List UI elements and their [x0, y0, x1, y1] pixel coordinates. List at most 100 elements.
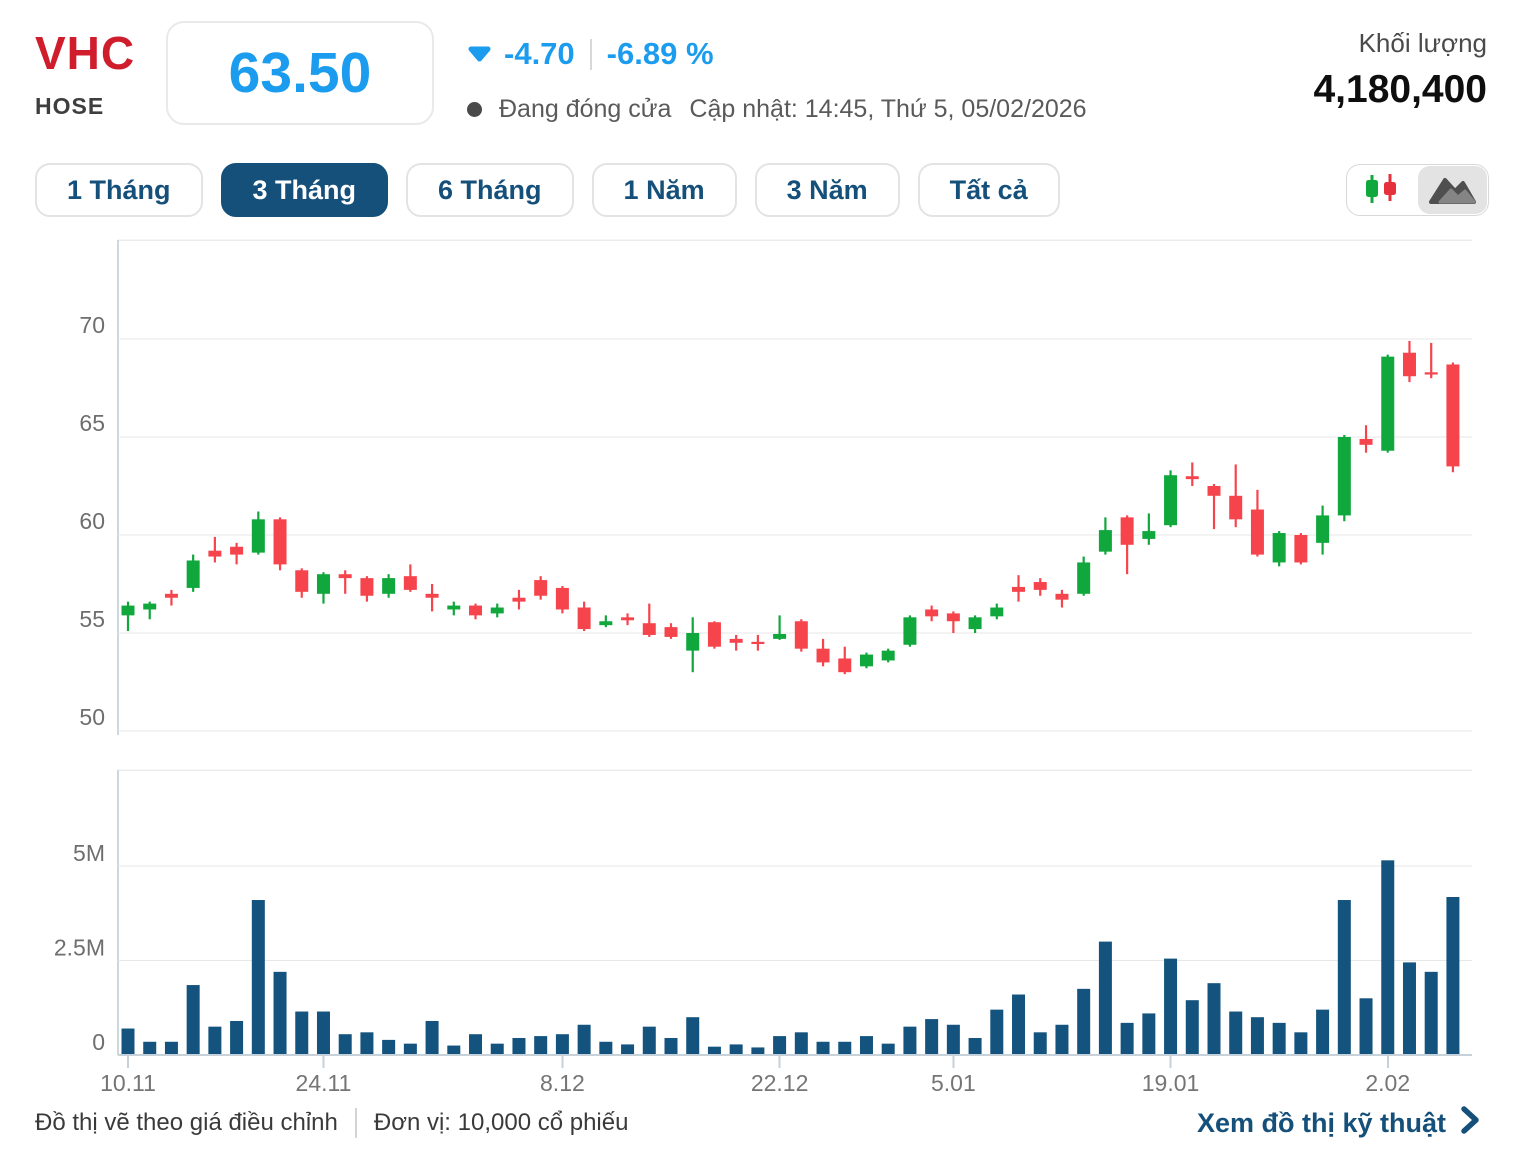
volume-bar[interactable]	[512, 1037, 526, 1055]
candle[interactable]	[816, 638, 830, 667]
candle[interactable]	[1098, 517, 1112, 555]
volume-bar[interactable]	[838, 1041, 852, 1055]
candle[interactable]	[621, 613, 635, 626]
candle[interactable]	[447, 601, 461, 616]
area-view-button[interactable]	[1417, 166, 1487, 214]
tab-1-nam[interactable]: 1 Năm	[591, 163, 737, 217]
candle[interactable]	[707, 621, 721, 649]
candle[interactable]	[1424, 342, 1438, 379]
volume-bar[interactable]	[382, 1039, 396, 1055]
volume-bar[interactable]	[621, 1044, 635, 1055]
candle[interactable]	[1207, 484, 1221, 530]
volume-bar[interactable]	[990, 1009, 1004, 1055]
volume-bar[interactable]	[773, 1036, 787, 1055]
candle[interactable]	[164, 589, 178, 606]
volume-bar[interactable]	[599, 1041, 613, 1055]
volume-bar[interactable]	[729, 1044, 743, 1055]
tab-6-thang[interactable]: 6 Tháng	[406, 163, 574, 217]
candle[interactable]	[925, 605, 939, 622]
volume-bar[interactable]	[1402, 962, 1416, 1055]
volume-bar[interactable]	[1164, 958, 1178, 1055]
candle[interactable]	[1446, 362, 1460, 473]
volume-bar[interactable]	[295, 1011, 309, 1055]
tab-3-thang[interactable]: 3 Tháng	[220, 163, 389, 217]
candle[interactable]	[1337, 435, 1351, 522]
volume-bar[interactable]	[816, 1041, 830, 1055]
candle[interactable]	[512, 589, 526, 610]
volume-bar[interactable]	[186, 985, 200, 1055]
volume-bar[interactable]	[360, 1032, 374, 1055]
candle[interactable]	[1142, 513, 1156, 545]
volume-bar[interactable]	[1424, 971, 1438, 1055]
candle[interactable]	[1185, 462, 1199, 486]
volume-bar[interactable]	[686, 1017, 700, 1055]
volume-bar[interactable]	[1229, 1011, 1243, 1055]
candle[interactable]	[295, 568, 309, 598]
candle[interactable]	[403, 564, 417, 592]
candle[interactable]	[121, 601, 135, 632]
candle[interactable]	[186, 554, 200, 592]
candle[interactable]	[534, 576, 548, 600]
volume-bar[interactable]	[338, 1034, 352, 1055]
volume-bar[interactable]	[1446, 896, 1460, 1055]
candle[interactable]	[946, 611, 960, 633]
candle[interactable]	[794, 619, 808, 652]
candle[interactable]	[1294, 533, 1308, 565]
candle[interactable]	[338, 570, 352, 594]
volume-bar[interactable]	[577, 1024, 591, 1055]
candle[interactable]	[469, 603, 483, 620]
candle[interactable]	[1055, 589, 1069, 608]
volume-bar[interactable]	[642, 1026, 656, 1055]
candle[interactable]	[1250, 489, 1264, 557]
candle[interactable]	[664, 623, 678, 639]
volume-bar[interactable]	[1359, 998, 1373, 1055]
volume-bar[interactable]	[208, 1026, 222, 1055]
candle[interactable]	[425, 584, 439, 612]
volume-bar[interactable]	[273, 971, 287, 1055]
volume-bar[interactable]	[751, 1047, 765, 1055]
candle[interactable]	[1120, 515, 1134, 575]
candle[interactable]	[208, 536, 222, 563]
volume-bar[interactable]	[1294, 1032, 1308, 1055]
candle[interactable]	[273, 517, 287, 571]
volume-bar[interactable]	[425, 1020, 439, 1055]
candle[interactable]	[1033, 578, 1047, 596]
candle[interactable]	[751, 634, 765, 651]
volume-bar[interactable]	[1012, 994, 1026, 1055]
candle[interactable]	[251, 511, 265, 555]
volume-bar[interactable]	[707, 1046, 721, 1055]
candle[interactable]	[903, 615, 917, 647]
volume-bar[interactable]	[664, 1037, 678, 1055]
volume-bar[interactable]	[859, 1036, 873, 1055]
candle[interactable]	[360, 576, 374, 602]
volume-bar[interactable]	[555, 1034, 569, 1055]
candlestick-view-button[interactable]	[1347, 165, 1417, 215]
candle[interactable]	[1381, 354, 1395, 453]
tab-tat-ca[interactable]: Tất cả	[917, 163, 1060, 217]
volume-bar[interactable]	[403, 1043, 417, 1055]
volume-bar[interactable]	[164, 1041, 178, 1055]
volume-bar[interactable]	[1185, 1000, 1199, 1055]
volume-bar[interactable]	[1316, 1009, 1330, 1055]
candle[interactable]	[230, 542, 244, 565]
candle[interactable]	[642, 603, 656, 637]
candle[interactable]	[143, 601, 157, 620]
candle[interactable]	[577, 601, 591, 632]
candle[interactable]	[773, 615, 787, 640]
volume-bar[interactable]	[447, 1045, 461, 1055]
volume-bar[interactable]	[881, 1043, 895, 1055]
volume-bar[interactable]	[1272, 1022, 1286, 1055]
candle[interactable]	[382, 574, 396, 598]
volume-bar[interactable]	[121, 1028, 135, 1055]
technical-chart-link[interactable]: Xem đồ thị kỹ thuật	[1197, 1105, 1480, 1142]
candle[interactable]	[1402, 340, 1416, 383]
candle[interactable]	[838, 646, 852, 675]
volume-bar[interactable]	[1055, 1024, 1069, 1055]
volume-bar[interactable]	[316, 1011, 330, 1055]
volume-bar[interactable]	[1033, 1032, 1047, 1055]
price-volume-chart[interactable]: 70 65 60 55 50 5M 2.5M 0 10.11 24.11 8.12 22.12 5.01…	[0, 230, 1520, 1100]
candle[interactable]	[1272, 531, 1286, 567]
candle[interactable]	[1316, 505, 1330, 555]
volume-bar[interactable]	[251, 900, 265, 1055]
volume-bar[interactable]	[1207, 983, 1221, 1055]
